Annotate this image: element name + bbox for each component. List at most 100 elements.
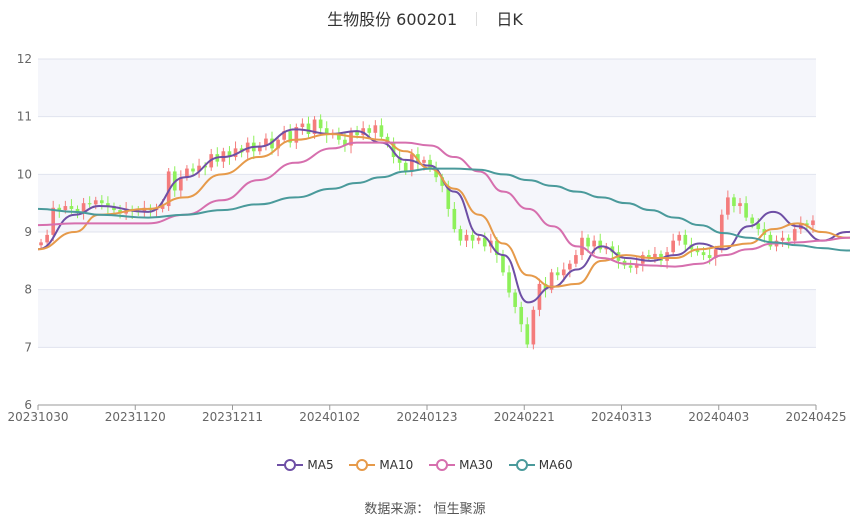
candle-body — [227, 151, 232, 158]
candle-body — [337, 132, 341, 140]
candle-body — [373, 125, 378, 133]
period-label: 日K — [496, 10, 523, 29]
candle-body — [39, 242, 43, 246]
candle-body — [446, 185, 451, 209]
candle-body — [568, 263, 572, 270]
candle-body — [713, 249, 718, 258]
candle-body — [738, 203, 742, 207]
x-tick-label: 20240403 — [688, 410, 749, 424]
candle-body — [45, 234, 49, 243]
candle-body — [270, 138, 274, 149]
candle-body — [677, 234, 682, 241]
legend-ma30-label: MA30 — [459, 458, 493, 472]
candle-body — [233, 148, 238, 158]
candle-body — [501, 255, 505, 273]
series-line-ma10 — [37, 132, 850, 288]
candle-body — [574, 255, 578, 264]
candle-body — [258, 145, 262, 152]
candle-body — [355, 131, 359, 136]
y-tick-label: 8 — [24, 283, 32, 297]
legend-ma10-icon — [349, 459, 376, 471]
candle-body — [610, 246, 615, 253]
legend-ma60-icon — [508, 459, 535, 471]
candle-body — [750, 217, 755, 224]
candle-body — [792, 229, 797, 241]
title-divider — [476, 12, 478, 26]
legend-item-ma30[interactable]: MA30 — [429, 458, 493, 472]
candle-body — [440, 177, 445, 186]
legend-item-ma10[interactable]: MA10 — [349, 458, 413, 472]
candle-body — [555, 272, 560, 276]
series-line-ma60 — [37, 167, 850, 252]
candle-body — [671, 240, 675, 253]
candle-body — [634, 263, 639, 268]
candle-body — [343, 139, 347, 146]
candle-body — [561, 269, 566, 276]
grid-band — [38, 289, 816, 348]
candle-body — [768, 234, 773, 247]
candle-body — [756, 223, 761, 230]
candle-body — [197, 165, 201, 172]
candle-body — [294, 127, 299, 143]
x-tick-label: 20240102 — [299, 410, 360, 424]
candle-body — [379, 125, 384, 137]
candle-body — [312, 119, 317, 134]
candle-body — [142, 207, 147, 213]
candle-body — [87, 203, 92, 205]
candle-body — [106, 203, 110, 207]
series-line-ma30 — [37, 141, 850, 268]
candle-body — [385, 136, 390, 143]
legend-item-ma5[interactable]: MA5 — [277, 458, 334, 472]
candle-body — [495, 240, 499, 256]
source-label: 数据来源： — [364, 502, 430, 517]
candle-body — [805, 223, 809, 226]
candle-body — [391, 142, 396, 158]
candle-body — [586, 237, 590, 247]
candle-body — [282, 131, 286, 140]
legend: MA5 MA10 MA30 MA60 — [0, 458, 850, 475]
candle-body — [482, 237, 487, 247]
candle-body — [69, 206, 74, 209]
candle-body — [683, 234, 688, 245]
candle-body — [160, 206, 165, 209]
candle-body — [166, 171, 171, 207]
candle-body — [811, 220, 815, 226]
candle-body — [707, 255, 712, 258]
candle-body — [81, 203, 86, 212]
candle-body — [531, 309, 536, 345]
candle-body — [647, 255, 651, 258]
y-tick-label: 10 — [17, 167, 32, 181]
candle-body — [428, 159, 432, 169]
y-tick-label: 7 — [24, 340, 32, 354]
candle-body — [318, 119, 323, 129]
candle-body — [732, 197, 736, 207]
grid-band — [38, 59, 816, 117]
candle-body — [422, 159, 426, 163]
candle-body — [513, 292, 517, 307]
candle-body — [349, 131, 353, 146]
candle-body — [185, 168, 189, 178]
candle-body — [598, 240, 603, 250]
candle-body — [324, 128, 329, 136]
candle-body — [367, 128, 372, 133]
series-line-ma5 — [37, 128, 850, 304]
y-tick-label: 12 — [17, 52, 32, 66]
candle-body — [464, 234, 469, 241]
candle-body — [434, 168, 438, 178]
x-tick-label: 20240123 — [396, 410, 457, 424]
candle-body — [300, 123, 305, 128]
legend-ma30-icon — [429, 459, 456, 471]
candle-body — [276, 139, 280, 149]
candle-body — [409, 154, 414, 172]
candle-body — [306, 123, 311, 134]
candle-body — [179, 177, 183, 191]
x-tick-label: 20240221 — [494, 410, 555, 424]
x-tick-label: 20231030 — [7, 410, 68, 424]
candle-body — [288, 131, 293, 143]
legend-item-ma60[interactable]: MA60 — [508, 458, 573, 472]
candle-body — [51, 207, 56, 235]
candle-body — [75, 208, 80, 212]
candle-body — [458, 229, 463, 241]
y-tick-label: 9 — [24, 225, 32, 239]
